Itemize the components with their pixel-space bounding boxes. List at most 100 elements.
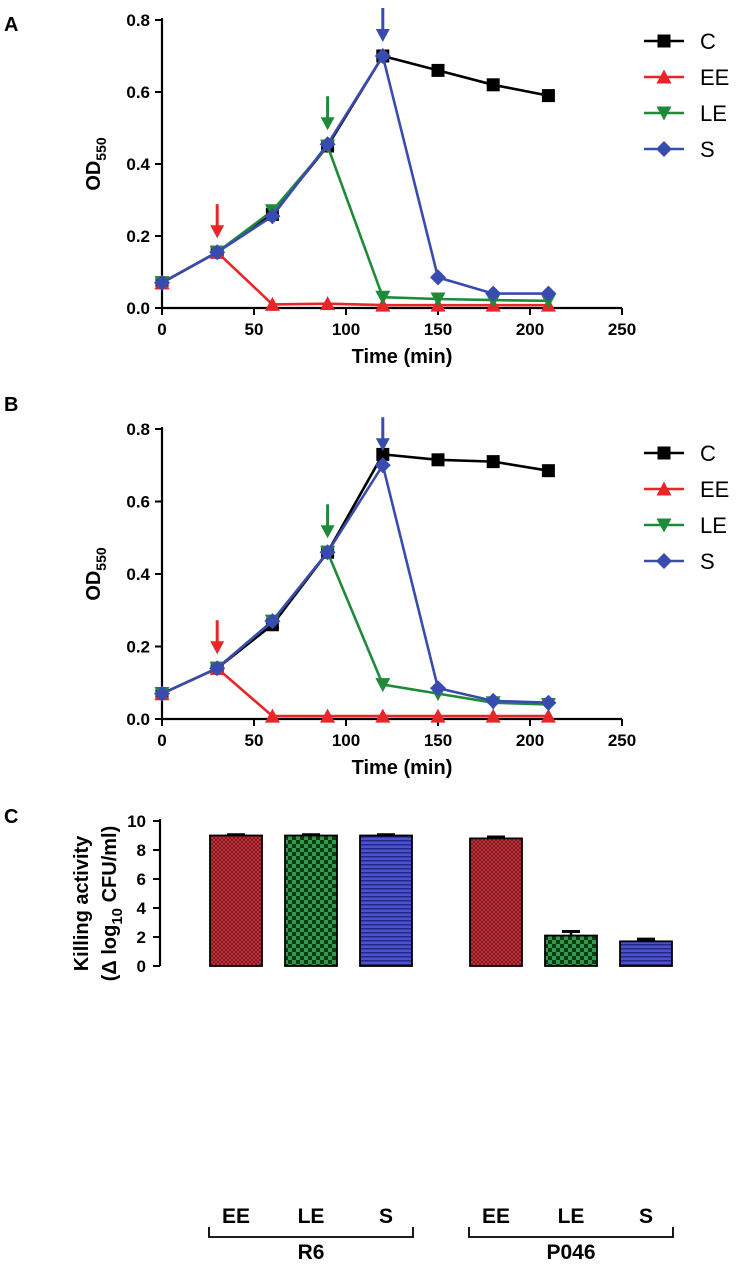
y-axis-title-line2: (Δ log10 CFU/ml) — [99, 826, 126, 982]
data-point-ee — [375, 708, 391, 723]
x-axis-title: Time (min) — [352, 757, 453, 779]
y-axis-title-main: OD — [83, 571, 105, 601]
x-tick-label: 100 — [332, 731, 360, 750]
x-tick-label: 0 — [157, 320, 166, 339]
data-point-s — [485, 285, 502, 302]
arrow-head-le — [320, 117, 335, 131]
y-axis-title-subscript: 550 — [93, 547, 109, 571]
x-tick-label: 200 — [516, 320, 544, 339]
y-tick-label: 0.6 — [126, 83, 150, 102]
bar-r6-ee — [209, 834, 263, 967]
legend-label-c: C — [700, 441, 716, 466]
legend-label-le: LE — [700, 101, 727, 126]
data-point-s — [540, 285, 557, 302]
legend-marker-c — [657, 34, 671, 48]
legend-marker-s — [656, 141, 672, 157]
y-tick-label: 0.2 — [126, 638, 150, 657]
y-tick-label: 0.8 — [126, 11, 150, 30]
y-tick-label: 4 — [137, 899, 147, 918]
legend-marker-ee — [656, 481, 672, 496]
series-line-le — [161, 549, 549, 706]
y-axis-title-subscript: 550 — [93, 137, 109, 161]
x-tick-label: 250 — [608, 320, 636, 339]
y-axis-title-line2-pre: (Δ log — [99, 925, 121, 982]
data-point-c — [431, 453, 445, 467]
data-point-ee — [430, 708, 446, 723]
legend-label-ee: EE — [700, 477, 729, 502]
panel-label-b: B — [4, 394, 18, 416]
data-point-ee — [264, 296, 280, 311]
data-point-s — [319, 544, 336, 561]
series-line-s — [161, 461, 549, 704]
data-point-s — [430, 680, 446, 697]
data-point-le — [375, 678, 391, 693]
y-tick-label: 2 — [137, 928, 146, 947]
data-point-c — [431, 63, 445, 77]
legend-label-s: S — [700, 137, 715, 162]
data-point-le — [430, 292, 446, 307]
bar-p046-le — [544, 934, 598, 967]
arrow-head-ee — [210, 225, 225, 239]
category-label-p046-s: S — [639, 1205, 653, 1228]
arrow-head-s — [375, 29, 390, 42]
arrow-head-s — [375, 438, 390, 452]
category-label-p046-ee: EE — [482, 1205, 510, 1228]
y-tick-label: 0.4 — [126, 565, 150, 584]
y-axis-title-line2-post: CFU/ml) — [99, 826, 121, 908]
data-point-ee — [320, 708, 336, 723]
y-tick-label: 0.4 — [126, 155, 150, 174]
category-label-r6-le: LE — [298, 1205, 325, 1228]
group-bracket-p046 — [468, 1227, 674, 1238]
y-tick-label: 0.8 — [126, 420, 150, 439]
line-chart-b: 0.0 0.2 0.4 0.6 0.8 0 50 100 150 200 250 Time (min)… — [83, 417, 729, 779]
data-point-c — [376, 447, 390, 461]
y-axis-title: OD550 — [83, 547, 109, 601]
legend-marker-ee — [656, 69, 672, 84]
y-tick-label: 6 — [137, 870, 146, 889]
bar-r6-s — [359, 834, 413, 967]
group-label-r6: R6 — [298, 1241, 325, 1264]
y-tick-label: 10 — [127, 812, 146, 831]
series-line-ee — [161, 250, 549, 307]
arrow-head-le — [320, 525, 335, 539]
data-point-s — [374, 48, 391, 64]
group-bracket-r6 — [208, 1227, 414, 1238]
data-point-c — [486, 455, 500, 469]
category-label-p046-le: LE — [558, 1205, 585, 1228]
data-point-c — [486, 78, 500, 92]
x-tick-label: 50 — [245, 731, 264, 750]
x-tick-label: 50 — [245, 320, 264, 339]
panel-label-c: C — [4, 806, 18, 828]
data-point-c — [541, 89, 555, 103]
bar-r6-le — [284, 834, 338, 967]
data-point-s — [209, 244, 226, 261]
y-tick-label: 0.2 — [126, 227, 150, 246]
legend-marker-le — [656, 518, 672, 533]
data-point-ee — [540, 708, 556, 723]
data-point-s — [264, 208, 281, 225]
data-point-s — [209, 660, 226, 677]
x-tick-label: 250 — [608, 731, 636, 750]
data-point-s — [319, 136, 336, 153]
series-line-le — [161, 143, 549, 303]
y-axis-title-line2-sub: 10 — [109, 908, 126, 925]
line-chart-a: 0.0 0.2 0.4 0.6 0.8 0 50 100 150 200 250 Time (min)… — [83, 8, 729, 368]
legend-label-le: LE — [700, 513, 727, 538]
x-tick-label: 150 — [424, 320, 452, 339]
data-point-s — [540, 694, 557, 711]
arrow-head-ee — [210, 641, 225, 655]
legend-label-c: C — [700, 29, 716, 54]
y-tick-label: 8 — [137, 841, 146, 860]
data-point-ee — [320, 296, 336, 311]
legend-marker-le — [656, 106, 672, 121]
x-tick-label: 100 — [332, 320, 360, 339]
y-axis-title-line1: Killing activity — [71, 835, 93, 971]
series-line-s — [161, 52, 549, 295]
y-tick-label: 0.0 — [126, 710, 150, 729]
data-point-c — [541, 464, 555, 478]
data-point-ee — [264, 708, 280, 723]
series-line-c — [161, 452, 549, 695]
data-point-s — [485, 692, 502, 709]
